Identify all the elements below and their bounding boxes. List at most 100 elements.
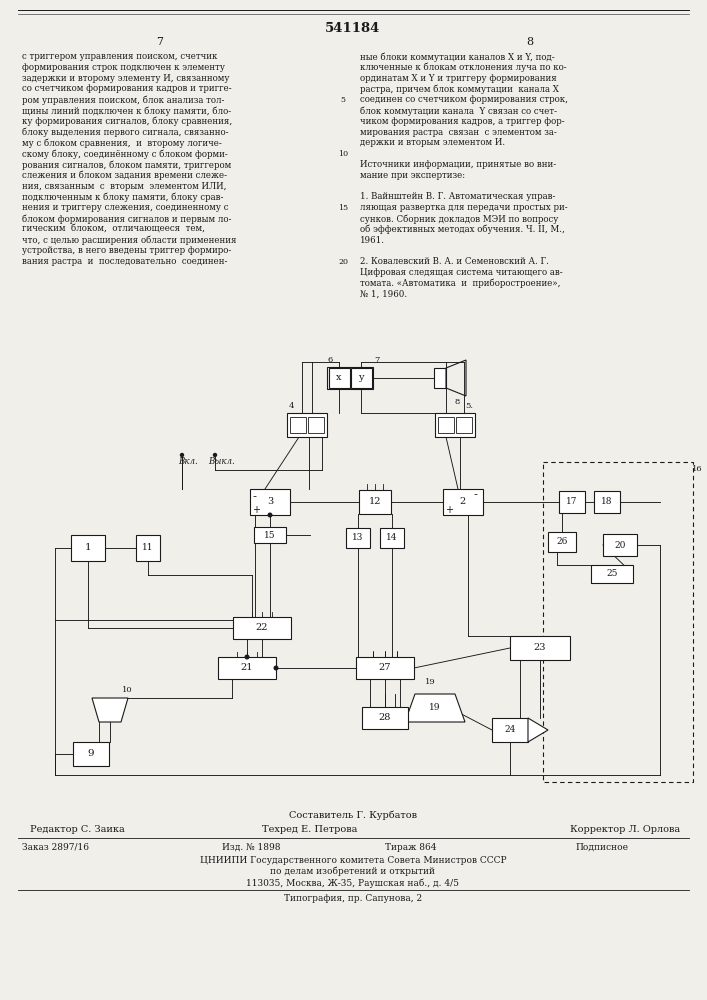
Text: Редактор С. Заика: Редактор С. Заика bbox=[30, 825, 124, 834]
Bar bbox=[327, 367, 373, 389]
Text: Техред Е. Петрова: Техред Е. Петрова bbox=[262, 825, 358, 834]
Text: 19: 19 bbox=[425, 678, 436, 686]
Text: 15: 15 bbox=[264, 530, 276, 540]
Text: сунков. Сборник докладов МЭИ по вопросу: сунков. Сборник докладов МЭИ по вопросу bbox=[360, 214, 559, 224]
Text: ром управления поиском, блок анализа тол-: ром управления поиском, блок анализа тол… bbox=[22, 95, 224, 105]
Bar bbox=[492, 718, 528, 742]
Bar bbox=[559, 491, 585, 513]
Text: 19: 19 bbox=[429, 704, 440, 712]
Circle shape bbox=[245, 655, 249, 659]
Text: 6: 6 bbox=[327, 356, 332, 364]
Bar bbox=[362, 707, 408, 729]
Text: x: x bbox=[337, 373, 341, 382]
Bar bbox=[548, 532, 576, 552]
Text: 113035, Москва, Ж-35, Раушская наб., д. 4/5: 113035, Москва, Ж-35, Раушская наб., д. … bbox=[247, 878, 460, 888]
Text: 2. Ковалевский В. А. и Семеновский А. Г.: 2. Ковалевский В. А. и Семеновский А. Г. bbox=[360, 257, 549, 266]
Bar bbox=[434, 368, 446, 388]
Bar bbox=[250, 489, 290, 515]
Text: рования сигналов, блоком памяти, триггером: рования сигналов, блоком памяти, триггер… bbox=[22, 160, 231, 169]
Text: соединен со счетчиком формирования строк,: соединен со счетчиком формирования строк… bbox=[360, 95, 568, 104]
Bar bbox=[443, 489, 483, 515]
Bar bbox=[218, 657, 276, 679]
Bar bbox=[435, 413, 475, 437]
Text: 24: 24 bbox=[504, 726, 515, 734]
Text: 10: 10 bbox=[338, 150, 348, 158]
Text: 17: 17 bbox=[566, 497, 578, 506]
Text: 22: 22 bbox=[256, 624, 268, 633]
Text: +: + bbox=[252, 505, 260, 515]
Text: со счетчиком формирования кадров и тригге-: со счетчиком формирования кадров и тригг… bbox=[22, 84, 232, 93]
Text: 5.: 5. bbox=[465, 402, 473, 410]
Text: скому блоку, соединённому с блоком форми-: скому блоку, соединённому с блоком форми… bbox=[22, 149, 228, 159]
Text: что, с целью расширения области применения: что, с целью расширения области применен… bbox=[22, 236, 237, 245]
Polygon shape bbox=[405, 694, 465, 722]
Polygon shape bbox=[528, 718, 548, 742]
Text: 23: 23 bbox=[534, 644, 547, 652]
Text: Изд. № 1898: Изд. № 1898 bbox=[222, 843, 281, 852]
Text: подключенным к блоку памяти, блоку срав-: подключенным к блоку памяти, блоку срав- bbox=[22, 192, 223, 202]
Text: мирования растра  связан  с элементом за-: мирования растра связан с элементом за- bbox=[360, 128, 556, 137]
Text: № 1, 1960.: № 1, 1960. bbox=[360, 290, 407, 299]
Text: 20: 20 bbox=[338, 258, 348, 266]
Text: 13: 13 bbox=[352, 534, 363, 542]
Bar bbox=[73, 742, 109, 766]
Bar bbox=[287, 413, 327, 437]
Bar bbox=[71, 535, 105, 561]
Text: ные блоки коммутации каналов X и Y, под-: ные блоки коммутации каналов X и Y, под- bbox=[360, 52, 554, 62]
Text: 15: 15 bbox=[338, 204, 348, 212]
Text: Составитель Г. Курбатов: Составитель Г. Курбатов bbox=[289, 810, 417, 820]
Bar bbox=[603, 534, 637, 556]
Text: гическим  блоком,  отличающееся  тем,: гическим блоком, отличающееся тем, bbox=[22, 225, 205, 234]
Text: ординатам X и Y и триггеру формирования: ординатам X и Y и триггеру формирования bbox=[360, 74, 556, 83]
Text: -: - bbox=[473, 489, 477, 499]
Polygon shape bbox=[92, 698, 128, 722]
Text: формирования строк подключен к элементу: формирования строк подключен к элементу bbox=[22, 63, 225, 72]
Text: 1: 1 bbox=[85, 544, 91, 552]
Bar bbox=[356, 657, 414, 679]
Text: ключенные к блокам отклонения луча по ко-: ключенные к блокам отклонения луча по ко… bbox=[360, 63, 566, 72]
Circle shape bbox=[268, 513, 271, 517]
Bar bbox=[456, 417, 472, 433]
Text: 26: 26 bbox=[556, 538, 568, 546]
Text: y: y bbox=[358, 373, 363, 382]
Text: мание при экспертизе:: мание при экспертизе: bbox=[360, 171, 465, 180]
Bar bbox=[438, 417, 454, 433]
Text: Вкл.: Вкл. bbox=[178, 458, 198, 466]
Bar bbox=[510, 636, 570, 660]
Bar bbox=[359, 490, 391, 514]
Text: му с блоком сравнения,  и  второму логиче-: му с блоком сравнения, и второму логиче- bbox=[22, 138, 222, 148]
Text: 12: 12 bbox=[369, 497, 381, 506]
Bar bbox=[329, 368, 349, 388]
Text: 3: 3 bbox=[267, 497, 273, 506]
Text: 27: 27 bbox=[379, 664, 391, 672]
Text: 4: 4 bbox=[289, 402, 295, 410]
Text: 14: 14 bbox=[386, 534, 398, 542]
Circle shape bbox=[274, 666, 278, 670]
Text: -: - bbox=[252, 491, 256, 501]
Text: об эффективных методах обучения. Ч. II, М.,: об эффективных методах обучения. Ч. II, … bbox=[360, 225, 565, 234]
Text: ляющая развертка для передачи простых ри-: ляющая развертка для передачи простых ри… bbox=[360, 203, 568, 212]
Text: 25: 25 bbox=[606, 570, 618, 578]
Text: задержки и второму элементу И, связанному: задержки и второму элементу И, связанном… bbox=[22, 74, 230, 83]
Text: Заказ 2897/16: Заказ 2897/16 bbox=[22, 843, 89, 852]
Text: держки и вторым элементом И.: держки и вторым элементом И. bbox=[360, 138, 505, 147]
Bar bbox=[543, 462, 693, 782]
Text: +: + bbox=[445, 505, 453, 515]
Bar bbox=[346, 528, 370, 548]
Text: 18: 18 bbox=[601, 497, 613, 506]
Text: 8: 8 bbox=[455, 398, 460, 406]
Circle shape bbox=[180, 454, 184, 456]
Text: Тираж 864: Тираж 864 bbox=[385, 843, 436, 852]
Text: ку формирования сигналов, блоку сравнения,: ку формирования сигналов, блоку сравнени… bbox=[22, 117, 233, 126]
Text: 16: 16 bbox=[692, 465, 703, 473]
Text: 1961.: 1961. bbox=[360, 236, 385, 245]
Text: Источники информации, принятые во вни-: Источники информации, принятые во вни- bbox=[360, 160, 556, 169]
Bar bbox=[290, 417, 306, 433]
Text: блок коммутации канала  Y связан со счет-: блок коммутации канала Y связан со счет- bbox=[360, 106, 557, 115]
Text: 1. Вайнштейн В. Г. Автоматическая управ-: 1. Вайнштейн В. Г. Автоматическая управ- bbox=[360, 192, 556, 201]
Text: щины линий подключен к блоку памяти, бло-: щины линий подключен к блоку памяти, бло… bbox=[22, 106, 231, 115]
Text: томата. «Автоматика  и  приборостроение»,: томата. «Автоматика и приборостроение», bbox=[360, 279, 561, 288]
Text: нения и триггеру слежения, соединенному с: нения и триггеру слежения, соединенному … bbox=[22, 203, 228, 212]
Text: 8: 8 bbox=[527, 37, 534, 47]
Text: блоку выделения первого сигнала, связанно-: блоку выделения первого сигнала, связанн… bbox=[22, 128, 228, 137]
